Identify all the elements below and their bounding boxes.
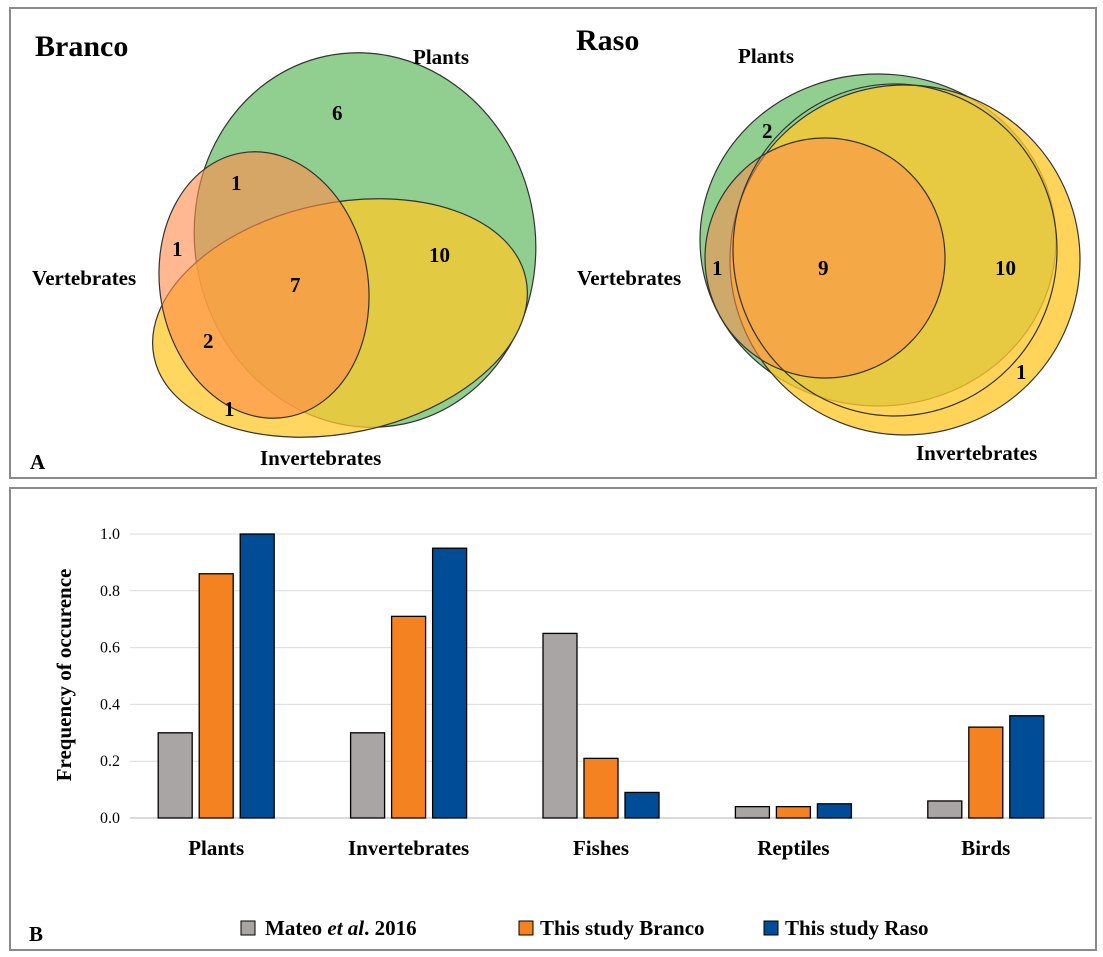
- bar-invertebrates-2: [390, 615, 427, 819]
- y-ticks: 0.0 0.2 0.4 0.6 0.8 1.0: [100, 526, 120, 827]
- category-labels: Plants Invertebrates Fishes Reptiles Birds: [188, 836, 1010, 860]
- raso-invertebrates-label: Invertebrates: [916, 441, 1037, 465]
- y-tick-label: 1.0: [100, 526, 120, 543]
- branco-vertebrates-invertebrates-count: 2: [203, 329, 214, 353]
- branco-plants-vertebrates-count: 1: [231, 171, 242, 195]
- category-label-fishes: Fishes: [573, 836, 629, 860]
- raso-plants-vertebrates-count: 1: [712, 256, 723, 280]
- bar-invertebrates-3: [431, 547, 468, 819]
- bar-birds-3: [1009, 715, 1045, 819]
- bar-reptiles-1: [734, 805, 771, 819]
- y-axis-label: Frequency of occurence: [52, 569, 76, 782]
- legend-item-branco: This study Branco: [518, 916, 705, 940]
- legend-item-raso: This study Raso: [763, 916, 929, 940]
- legend-label-mateo: Mateo et al. 2016: [265, 916, 417, 940]
- category-label-invertebrates: Invertebrates: [348, 836, 469, 860]
- panel-a: Branco Raso A Plants Vertebrates Inverte…: [9, 7, 1097, 479]
- bar-invertebrates-1: [349, 732, 386, 819]
- raso-vertebrates-label: Vertebrates: [577, 266, 681, 290]
- branco-plants-only-count: 6: [332, 101, 343, 125]
- bar-fishes-2: [583, 757, 619, 819]
- category-label-plants: Plants: [188, 836, 244, 860]
- raso-vertebrates-set: [704, 137, 946, 379]
- raso-venn: Plants Vertebrates Invertebrates 2 1 9 1…: [577, 44, 1081, 465]
- legend-swatch-raso: [763, 920, 779, 936]
- bar-birds-1: [927, 800, 963, 819]
- branco-title: Branco: [35, 30, 128, 63]
- category-label-reptiles: Reptiles: [757, 836, 829, 860]
- bar-fishes-1: [542, 632, 578, 819]
- raso-plants-label: Plants: [738, 44, 794, 68]
- bar-birds-2: [968, 726, 1004, 819]
- branco-invertebrates-only-count: 1: [224, 397, 235, 421]
- branco-plants-invertebrates-count: 10: [429, 243, 450, 267]
- branco-vertebrates-set: [158, 151, 370, 419]
- panel-b: B Frequency of occurence 0.0 0.2 0.4 0.6 0.8…: [9, 487, 1097, 951]
- branco-vertebrates-label: Vertebrates: [32, 266, 136, 290]
- y-tick-label: 0.4: [100, 696, 120, 713]
- legend-label-branco: This study Branco: [540, 916, 705, 940]
- raso-all-three-count: 9: [818, 256, 829, 280]
- raso-title: Raso: [576, 24, 639, 57]
- bar-plants-1: [157, 732, 193, 819]
- category-label-birds: Birds: [961, 836, 1010, 860]
- bar-plants-2: [198, 573, 234, 819]
- branco-vertebrates-only-count: 1: [172, 237, 183, 261]
- panel-a-letter: A: [30, 450, 46, 474]
- branco-all-three-count: 7: [290, 273, 301, 297]
- bar-reptiles-3: [816, 803, 853, 819]
- raso-plants-invertebrates-count: 10: [995, 256, 1016, 280]
- y-tick-label: 0.2: [100, 753, 120, 770]
- y-tick-label: 0.8: [100, 583, 120, 600]
- raso-plants-only-count: 2: [762, 119, 773, 143]
- bar-reptiles-2: [775, 805, 812, 819]
- legend-swatch-branco: [518, 920, 534, 936]
- legend-label-raso: This study Raso: [785, 916, 929, 940]
- raso-invertebrates-only-count: 1: [1016, 360, 1027, 384]
- legend: Mateo et al. 2016 This study Branco This…: [240, 916, 929, 940]
- legend-swatch-mateo: [240, 920, 256, 936]
- legend-item-mateo: Mateo et al. 2016: [240, 916, 417, 940]
- bars: [157, 533, 1045, 819]
- bar-fishes-3: [624, 791, 660, 819]
- raso-overlap-outline: [732, 83, 1058, 417]
- y-tick-label: 0.6: [100, 640, 120, 657]
- branco-invertebrates-label: Invertebrates: [260, 446, 381, 470]
- bar-plants-3: [239, 533, 275, 819]
- branco-venn: Plants Vertebrates Invertebrates 6 1 1 7…: [32, 45, 537, 470]
- panel-b-letter: B: [29, 922, 43, 946]
- y-tick-label: 0.0: [100, 810, 120, 827]
- branco-plants-label: Plants: [413, 45, 469, 69]
